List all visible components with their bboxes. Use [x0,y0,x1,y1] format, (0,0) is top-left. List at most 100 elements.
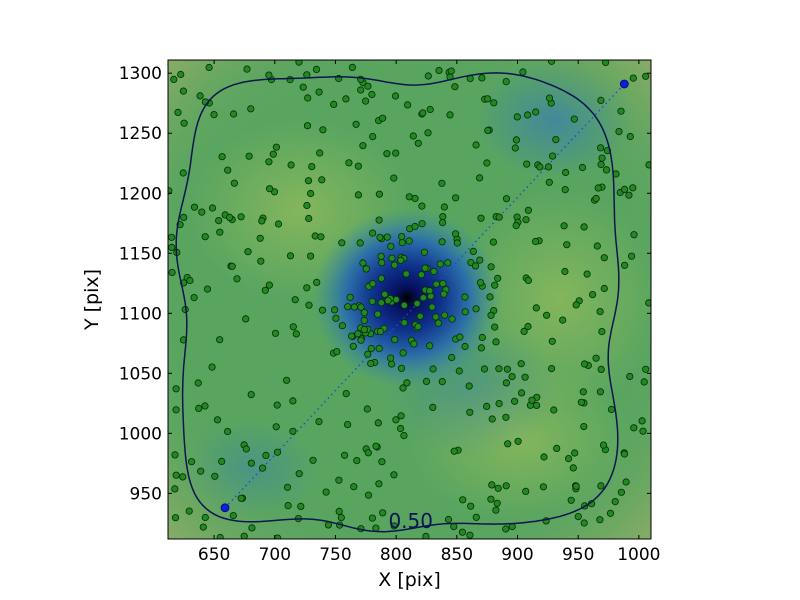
x-tick-label: 700 [259,545,291,565]
data-point [399,384,407,392]
data-point [459,496,467,504]
data-point [400,431,408,440]
data-point [305,214,313,223]
data-point [372,524,380,532]
data-point [201,233,209,241]
data-point [375,480,383,488]
data-point [451,194,460,202]
data-point [583,270,591,278]
data-point [180,119,188,127]
data-point [440,203,448,211]
data-point [617,107,625,115]
data-point [447,67,455,75]
data-point [208,204,217,212]
data-point [172,471,180,479]
data-point [607,405,616,414]
data-point [593,242,601,250]
data-point [171,451,179,459]
data-point [257,257,265,265]
data-point [308,163,316,171]
data-point [580,519,588,527]
data-point [387,242,395,250]
data-point [550,406,558,414]
data-point [419,109,427,117]
data-point [392,149,400,157]
data-point [502,78,510,86]
data-point [335,476,343,484]
data-point [265,71,273,79]
data-point [400,301,408,309]
data-point [392,416,400,424]
data-point [642,72,650,80]
data-point [256,234,264,242]
data-point [363,405,371,413]
data-point [640,378,648,386]
data-point [376,233,384,241]
data-point [197,467,205,475]
data-point [597,365,605,373]
data-point [315,88,323,96]
data-point [399,349,407,357]
data-point [224,427,232,436]
data-point [430,267,438,276]
data-point [504,440,512,448]
data-point [168,268,176,277]
data-point [418,220,426,228]
data-point [303,284,311,292]
data-point [379,509,387,517]
data-point [230,179,238,187]
data-point [360,325,368,334]
data-point [346,293,354,301]
contour-layer: 0.50 [175,72,620,533]
data-point [451,230,460,238]
data-point [456,333,464,341]
data-point [171,485,179,493]
data-point [386,354,395,362]
data-point [536,163,544,171]
data-point [357,303,365,311]
data-point [378,114,387,122]
data-point [299,83,307,91]
data-point [199,523,207,531]
data-point [597,482,605,490]
data-point [383,150,391,158]
data-point [356,239,364,247]
data-point [524,276,533,284]
x-tick-label: 750 [319,545,351,565]
y-tick-label: 1200 [119,184,162,204]
data-point [190,203,199,211]
data-point [615,128,623,136]
data-point [438,238,446,246]
data-point [345,159,353,167]
data-point [511,144,519,152]
data-point [353,456,361,465]
data-point [574,512,582,521]
data-point [466,408,474,416]
data-point [168,233,176,241]
data-point [600,284,608,293]
data-point [364,449,372,457]
data-point [357,336,365,344]
data-point [471,262,480,270]
data-point [564,454,573,463]
data-point [596,307,604,316]
data-point [186,276,194,285]
data-point [313,278,321,286]
data-point [216,336,224,344]
data-point [195,404,203,412]
data-point [458,528,466,536]
data-point [513,113,521,121]
contour-line [175,72,620,533]
data-point [295,60,303,66]
data-point [419,294,427,302]
data-point [194,379,202,387]
data-point [494,274,502,282]
data-point [347,332,356,340]
data-point [368,229,377,237]
data-point [424,72,432,80]
data-point [171,514,180,522]
data-point [477,214,485,222]
data-point [274,220,283,228]
data-point [522,487,530,495]
data-point [486,293,494,301]
